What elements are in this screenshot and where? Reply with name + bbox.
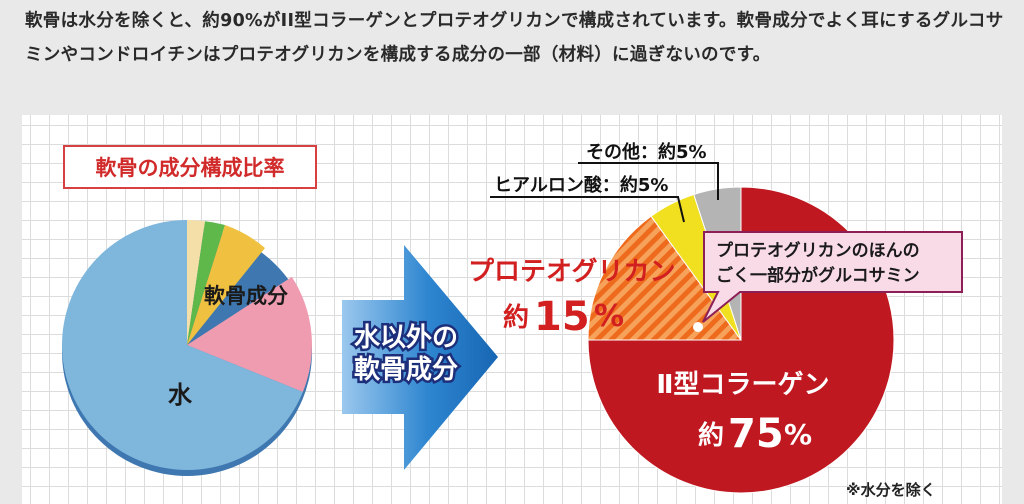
left-pie: 水 軟骨成分 bbox=[62, 220, 313, 476]
callout-text-line1: プロテオグリカンのほんの bbox=[716, 240, 920, 261]
label-pg-number: 15 bbox=[534, 294, 590, 340]
label-hyaluronic: ヒアルロン酸：約5% bbox=[494, 174, 668, 196]
label-pg-prefix: 約 bbox=[503, 302, 529, 333]
leader-line-other bbox=[578, 162, 719, 200]
label-collagen-prefix: 約 bbox=[698, 420, 724, 451]
slice-proteoglycan bbox=[587, 215, 742, 341]
arrow-label-line1: 水以外の bbox=[354, 323, 458, 353]
transition-arrow: 水以外の 軟骨成分 bbox=[342, 245, 498, 470]
left-pie-slice-small-3 bbox=[187, 225, 265, 345]
left-pie-slice-cartilage bbox=[187, 276, 313, 392]
intro-text: 軟骨は水分を除くと、約90%がII型コラーゲンとプロテオグリカンで構成されていま… bbox=[25, 11, 1004, 65]
label-collagen: Ⅱ型コラーゲン bbox=[656, 370, 829, 400]
left-pie-slice-small-2 bbox=[187, 221, 225, 345]
label-pg-unit: % bbox=[594, 299, 624, 334]
arrow-shape bbox=[342, 245, 498, 470]
callout-dot bbox=[693, 322, 703, 332]
water-excluded-note: ※水分を除く bbox=[846, 481, 936, 499]
label-collagen-number: 75 bbox=[728, 411, 784, 457]
left-pie-label-water: 水 bbox=[168, 381, 193, 409]
arrow-label-line2: 軟骨成分 bbox=[354, 354, 458, 385]
label-collagen-unit: % bbox=[784, 418, 812, 451]
glucosamine-callout: プロテオグリカンのほんの ごく一部分がグルコサミン bbox=[693, 231, 963, 332]
callout-bubble bbox=[702, 231, 963, 323]
left-pie-slice-water bbox=[62, 220, 303, 470]
left-pie-label-cartilage: 軟骨成分 bbox=[204, 284, 288, 308]
leader-line-hyaluronic bbox=[490, 196, 685, 223]
chart-title: 軟骨の成分構成比率 bbox=[63, 145, 317, 189]
label-other: その他：約5% bbox=[586, 141, 707, 163]
callout-text-line2: ごく一部分がグルコサミン bbox=[716, 265, 920, 286]
label-proteoglycan: プロテオグリカン bbox=[468, 257, 675, 287]
left-pie-slice-small-1 bbox=[187, 220, 205, 345]
